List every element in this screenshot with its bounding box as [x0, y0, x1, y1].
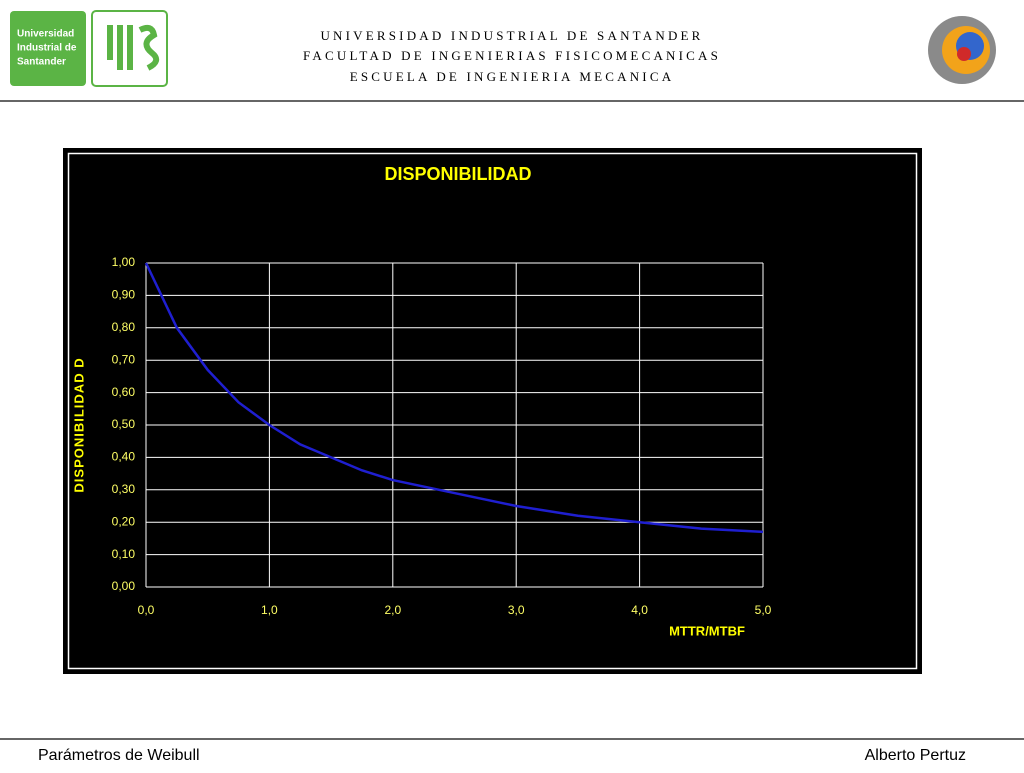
- y-tick-label: 0,00: [112, 579, 136, 593]
- x-tick-label: 5,0: [755, 603, 772, 617]
- x-tick-label: 1,0: [261, 603, 278, 617]
- x-tick-label: 4,0: [631, 603, 648, 617]
- y-tick-label: 0,20: [112, 514, 136, 528]
- header-line: ESCUELA DE INGENIERIA MECANICA: [350, 69, 675, 84]
- y-tick-label: 0,60: [112, 385, 136, 399]
- logo-text: Santander: [17, 57, 66, 68]
- x-tick-label: 3,0: [508, 603, 525, 617]
- logo-swirl: [957, 47, 971, 61]
- y-tick-label: 0,70: [112, 352, 136, 366]
- header-line: FACULTAD DE INGENIERIAS FISICOMECANICAS: [303, 48, 721, 63]
- x-tick-label: 2,0: [384, 603, 401, 617]
- chart-title: DISPONIBILIDAD: [384, 164, 531, 184]
- y-tick-label: 0,30: [112, 482, 136, 496]
- logo-text: Universidad: [17, 29, 74, 40]
- y-tick-label: 0,50: [112, 417, 136, 431]
- footer-left: Parámetros de Weibull: [38, 747, 200, 764]
- y-tick-label: 1,00: [112, 255, 136, 269]
- logo-uis-text: [10, 11, 86, 86]
- footer-right: Alberto Pertuz: [865, 747, 966, 764]
- chart-frame: [63, 148, 922, 674]
- y-tick-label: 0,40: [112, 450, 136, 464]
- y-axis-label: DISPONIBILIDAD D: [71, 357, 86, 492]
- logo-text: Industrial de: [17, 43, 77, 54]
- data-line: [144, 262, 764, 534]
- y-tick-label: 0,90: [112, 288, 136, 302]
- y-tick-label: 0,80: [112, 320, 136, 334]
- logo-uis-mark: [107, 24, 160, 71]
- header-line: UNIVERSIDAD INDUSTRIAL DE SANTANDER: [320, 28, 703, 43]
- x-axis-label: MTTR/MTBF: [669, 623, 745, 638]
- y-tick-label: 0,10: [112, 547, 136, 561]
- chart-border: [67, 152, 918, 670]
- x-tick-label: 0,0: [138, 603, 155, 617]
